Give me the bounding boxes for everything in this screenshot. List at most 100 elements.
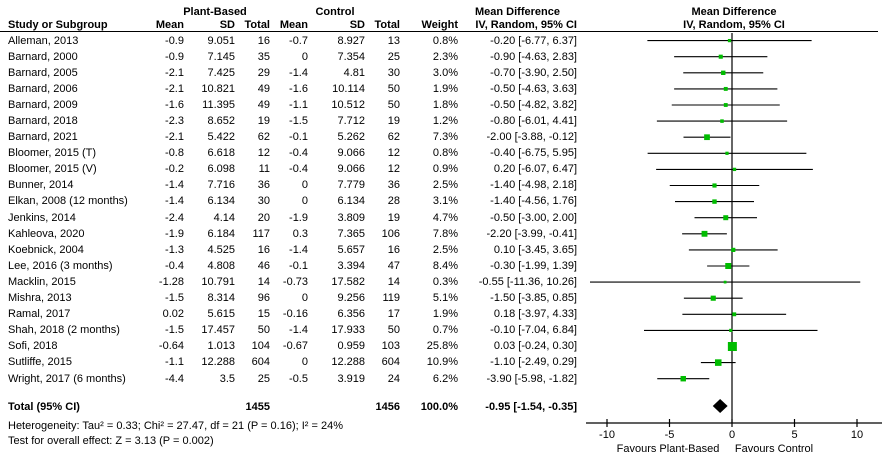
cell-c-mean: 0.3 [292, 227, 308, 240]
cell-c-sd: 10.512 [331, 98, 365, 111]
cell-c-sd: 12.288 [331, 356, 365, 369]
cell-weight: 2.5% [432, 243, 458, 256]
cell-c-sd: 3.919 [337, 372, 365, 385]
total-ci: -0.95 [-1.54, -0.35] [485, 401, 577, 413]
study-name: Sutliffe, 2015 [8, 356, 73, 369]
cell-c-total: 25 [387, 50, 400, 63]
study-name: Jenkins, 2014 [8, 211, 76, 224]
cell-ci-label: -0.40 [-6.75, 5.95] [490, 147, 577, 160]
cell-c-sd: 6.134 [337, 195, 365, 208]
total-row: Total (95% CI) 1455 1456 100.0% -0.95 [-… [0, 399, 577, 415]
study-row: Barnard, 2000 -0.9 7.145 35 0 7.354 25 2.3% -0.9… [0, 49, 577, 65]
cell-c-sd: 3.394 [337, 259, 365, 272]
cell-pb-mean: -4.4 [165, 372, 184, 385]
study-row: Ramal, 2017 0.02 5.615 15 -0.16 6.356 17 1.9% 0.… [0, 306, 577, 322]
tick-label: 5 [791, 429, 797, 441]
study-name: Koebnick, 2004 [8, 243, 84, 256]
study-row: Jenkins, 2014 -2.4 4.14 20 -1.9 3.809 19 4.7% -0… [0, 210, 577, 226]
cell-pb-sd: 7.145 [207, 50, 235, 63]
study-row: Kahleova, 2020 -1.9 6.184 117 0.3 7.365 106 7.8… [0, 226, 577, 242]
cell-c-total: 50 [387, 98, 400, 111]
cell-pb-mean: -1.3 [165, 243, 184, 256]
cell-pb-total: 46 [257, 259, 270, 272]
cell-c-total: 28 [387, 195, 400, 208]
cell-c-sd: 9.066 [337, 147, 365, 160]
tick-label: -5 [665, 429, 675, 441]
favours-left-label: Favours Plant-Based [617, 443, 720, 455]
cell-ci-label: 0.20 [-6.07, 6.47] [493, 163, 577, 176]
study-name: Barnard, 2006 [8, 82, 78, 95]
study-name: Barnard, 2021 [8, 131, 78, 144]
cell-c-mean: 0 [301, 179, 308, 192]
cell-weight: 10.9% [426, 356, 458, 369]
study-marker [731, 247, 736, 252]
cell-c-mean: -1.1 [289, 98, 308, 111]
cell-c-sd: 7.712 [337, 115, 365, 128]
cell-c-mean: -0.1 [289, 131, 308, 144]
cell-c-sd: 5.262 [337, 131, 365, 144]
pb-mean-header: Mean [155, 19, 184, 31]
study-row: Koebnick, 2004 -1.3 4.525 16 -1.4 5.657 16 2.5%… [0, 242, 577, 258]
cell-ci-label: -0.50 [-4.63, 3.63] [490, 82, 577, 95]
study-marker [725, 151, 729, 155]
cell-pb-total: 25 [257, 372, 270, 385]
cell-c-mean: -1.4 [289, 324, 308, 337]
cell-ci-label: -0.55 [-11.36, 10.26] [478, 275, 577, 288]
study-marker [725, 263, 732, 269]
cell-pb-total: 20 [257, 211, 270, 224]
cell-c-sd: 6.356 [337, 308, 365, 321]
study-name: Shah, 2018 (2 months) [8, 324, 120, 337]
cell-pb-total: 16 [257, 34, 270, 47]
study-name: Bloomer, 2015 (V) [8, 163, 97, 176]
cell-pb-sd: 9.051 [207, 34, 235, 47]
cell-pb-total: 29 [257, 66, 270, 79]
study-row: Mishra, 2013 -1.5 8.314 96 0 9.256 119 5.1% -1.5… [0, 290, 577, 306]
cell-ci-label: -0.30 [-1.99, 1.39] [490, 259, 577, 272]
cell-c-mean: -1.9 [289, 211, 308, 224]
tick-label: 0 [729, 429, 735, 441]
study-name: Alleman, 2013 [8, 34, 79, 47]
cell-weight: 1.9% [432, 308, 458, 321]
study-marker [712, 183, 717, 188]
cell-pb-sd: 4.808 [207, 259, 235, 272]
control-mean-header: Mean [279, 19, 308, 31]
summary-diamond [712, 399, 728, 413]
cell-weight: 1.8% [432, 98, 458, 111]
cell-c-total: 103 [381, 340, 400, 353]
cell-pb-sd: 7.425 [207, 66, 235, 79]
pb-sd-header: SD [219, 19, 235, 31]
study-marker [732, 167, 737, 172]
cell-c-total: 50 [387, 82, 400, 95]
cell-c-sd: 7.354 [337, 50, 365, 63]
cell-weight: 0.7% [432, 324, 458, 337]
total-pb-total: 1455 [245, 401, 270, 413]
study-name: Barnard, 2000 [8, 50, 78, 63]
study-marker [710, 295, 716, 301]
cell-pb-mean: -0.64 [158, 340, 184, 353]
cell-ci-label: -3.90 [-5.98, -1.82] [486, 372, 578, 385]
cell-pb-sd: 10.791 [201, 275, 235, 288]
md-method-header: IV, Random, 95% CI [475, 19, 577, 31]
cell-ci-label: 0.10 [-3.45, 3.65] [493, 243, 577, 256]
cell-pb-mean: -1.4 [165, 179, 184, 192]
study-marker [714, 359, 722, 366]
cell-pb-sd: 12.288 [201, 356, 235, 369]
study-row: Shah, 2018 (2 months) -1.5 17.457 50 -1.4 17.… [0, 322, 577, 338]
study-row: Macklin, 2015 -1.28 10.791 14 -0.73 17.582 14 0… [0, 274, 577, 290]
cell-pb-sd: 7.716 [207, 179, 235, 192]
study-row: Bloomer, 2015 (T) -0.8 6.618 12 -0.4 9.066 12 0… [0, 145, 577, 161]
cell-pb-sd: 5.615 [207, 308, 235, 321]
group-header-plant-based: Plant-Based [183, 6, 247, 18]
cell-c-sd: 17.933 [331, 324, 365, 337]
cell-pb-sd: 11.395 [202, 98, 235, 111]
study-row: Barnard, 2006 -2.1 10.821 49 -1.6 10.114 50 1.9… [0, 81, 577, 97]
cell-pb-sd: 5.422 [207, 131, 235, 144]
pb-total-header: Total [244, 19, 270, 31]
cell-pb-sd: 6.098 [207, 163, 235, 176]
study-marker [727, 38, 732, 43]
control-sd-header: SD [349, 19, 365, 31]
cell-pb-mean: -1.4 [165, 195, 184, 208]
cell-c-total: 13 [387, 34, 400, 47]
cell-pb-sd: 8.652 [207, 115, 235, 128]
